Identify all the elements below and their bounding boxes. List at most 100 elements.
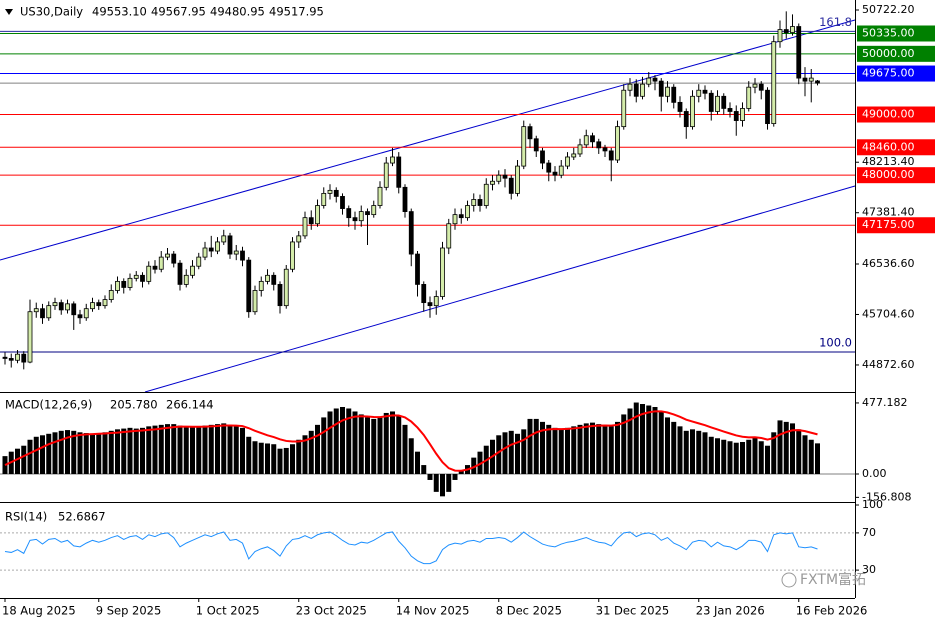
rsi-title: RSI(14) — [5, 510, 47, 524]
macd-bar — [121, 428, 127, 475]
macd-bar — [790, 423, 795, 475]
candle-body — [533, 138, 539, 152]
candle-body — [83, 308, 89, 319]
level-label: 48000.00 — [862, 168, 915, 181]
x-tick-label: 1 Oct 2025 — [196, 604, 260, 618]
candle-body — [440, 247, 445, 297]
candle-body — [346, 208, 352, 219]
level-label-box — [857, 106, 935, 123]
candle-body — [558, 165, 564, 176]
candle-body — [283, 268, 289, 307]
menu-arrow[interactable] — [5, 9, 13, 15]
macd-bar — [208, 424, 214, 475]
macd-bar — [140, 427, 145, 475]
rsi-value: 52.6867 — [58, 510, 106, 524]
candle-body — [165, 253, 170, 258]
macd-bar — [427, 474, 433, 480]
candle-body — [752, 83, 758, 88]
level-label: 49000.00 — [862, 108, 915, 121]
candle-body — [133, 274, 139, 279]
candle-body — [421, 284, 427, 304]
candle-body — [690, 95, 695, 128]
macd-bar — [321, 417, 327, 475]
macd-bar — [540, 421, 545, 475]
x-tick-label: 9 Sep 2025 — [96, 604, 162, 618]
y-tick-label: 47381.40 — [862, 206, 915, 219]
macd-bar — [15, 448, 20, 475]
level-label-box — [857, 217, 935, 234]
macd-bar — [552, 427, 558, 475]
candle-body — [771, 41, 777, 125]
x-tick-label: 18 Aug 2025 — [2, 604, 76, 618]
candle-body — [621, 89, 627, 128]
candle-body — [408, 211, 414, 255]
candle-body — [746, 86, 752, 109]
y-tick-label: 45704.60 — [862, 307, 915, 320]
macd-bar — [677, 426, 683, 475]
y-tick-label: 44872.60 — [862, 358, 915, 371]
macd-bar — [665, 417, 670, 475]
level-label: 50000.00 — [862, 47, 915, 60]
macd-bar — [508, 430, 514, 475]
macd-bar — [477, 451, 483, 475]
signal-value: 266.144 — [166, 398, 214, 412]
macd-bar — [771, 432, 777, 475]
candle-body — [2, 356, 8, 359]
macd-bar — [658, 411, 664, 475]
candle-body — [52, 302, 58, 307]
candle-body — [646, 77, 652, 85]
candle-body — [177, 262, 183, 285]
macd-bar — [158, 424, 164, 475]
macd-bar — [577, 424, 583, 475]
macd-bar — [352, 411, 358, 475]
fibo-label: 161.8 — [819, 15, 852, 29]
candle-body — [815, 80, 820, 84]
x-tick-label: 23 Oct 2025 — [296, 604, 367, 618]
candle-body — [158, 256, 164, 270]
candle-body — [233, 250, 239, 255]
macd-bar — [271, 444, 277, 475]
macd-bar — [621, 414, 627, 475]
level-label: 49675.00 — [862, 67, 915, 80]
macd-bar — [565, 427, 570, 475]
candle-body — [258, 280, 264, 291]
macd-bar — [733, 442, 739, 475]
macd-bar — [383, 412, 389, 475]
level-label-box — [857, 25, 935, 42]
chart-title: US30,Daily — [20, 5, 83, 19]
level-label-box — [857, 65, 935, 82]
macd-bar — [165, 424, 170, 475]
macd-bar — [96, 433, 102, 475]
macd-bar — [290, 444, 295, 475]
macd-bar — [633, 402, 639, 475]
candle-body — [452, 214, 458, 225]
candle-body — [65, 303, 70, 311]
macd-bar — [533, 418, 539, 475]
macd-bar — [265, 443, 270, 475]
macd-bar — [183, 427, 189, 475]
macd-bar — [583, 423, 589, 475]
candle-body — [296, 235, 302, 243]
candle-body — [515, 165, 520, 194]
candle-body — [427, 302, 433, 307]
ohlc-value: 49517.95 — [269, 5, 324, 19]
macd-bar — [221, 423, 227, 475]
macd-bar — [708, 436, 714, 475]
candle-body — [8, 358, 14, 361]
candle-body — [652, 77, 658, 82]
macd-bar — [521, 429, 527, 475]
macd-bar — [127, 427, 133, 475]
candle-body — [240, 250, 245, 261]
candle-body — [521, 126, 527, 167]
macd-bar — [783, 421, 789, 475]
macd-bar — [52, 432, 58, 475]
macd-bar — [115, 429, 120, 475]
macd-bar — [71, 430, 77, 475]
macd-bar — [602, 424, 608, 475]
macd-bar — [77, 432, 83, 475]
macd-bar — [83, 433, 89, 475]
candle-body — [46, 305, 52, 319]
candle-body — [571, 153, 577, 158]
candle-body — [733, 111, 739, 121]
